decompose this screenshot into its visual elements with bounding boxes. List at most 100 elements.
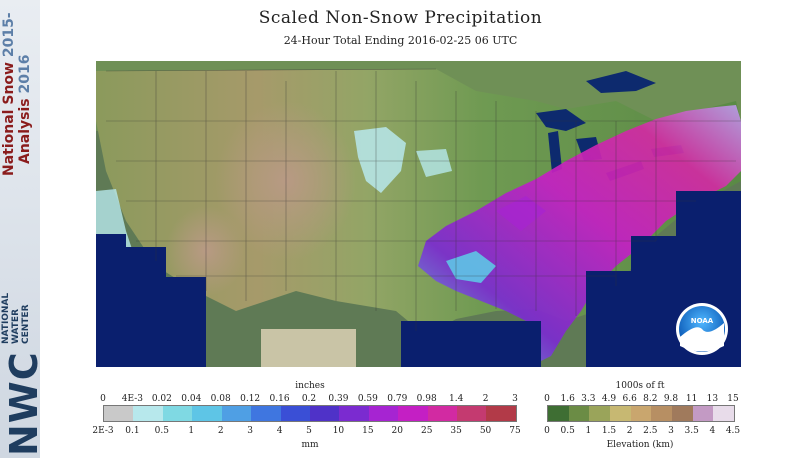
elev-bar-swatch — [568, 406, 590, 421]
elev-ticks-top-label: 0 — [544, 394, 550, 404]
map-subtitle: 24-Hour Total Ending 2016-02-25 06 UTC — [283, 34, 518, 47]
branding-strip: National Snow 2015- Analysis 2016 NWC NA… — [0, 0, 40, 458]
precip-bar-swatch — [339, 406, 369, 421]
nsa-word2: Analysis — [17, 98, 33, 164]
precip-bar-swatch — [457, 406, 487, 421]
precip-ticks-top-label: 3 — [512, 394, 518, 404]
precip-ticks-bottom-label: 5 — [306, 426, 312, 436]
pacific-ocean-block-3 — [166, 277, 206, 367]
elev-unit-km: Elevation (km) — [606, 440, 674, 450]
precip-ticks-top-label: 4E-3 — [121, 394, 144, 404]
precip-bar-swatch — [251, 406, 281, 421]
elev-bar-swatch — [609, 406, 631, 421]
precip-unit-inches: inches — [295, 381, 325, 391]
precip-bar-swatch — [486, 406, 516, 421]
lake-superior — [536, 109, 586, 131]
precip-ticks-top-label: 0 — [100, 394, 106, 404]
precip-ticks-bottom-label: 25 — [420, 426, 433, 436]
precip-ticks-bottom-label: 0.5 — [154, 426, 170, 436]
precip-plains-light — [354, 127, 406, 193]
precip-ticks-bottom-label: 2E-3 — [92, 426, 114, 436]
nwc-logo-words: NATIONAL WATER CENTER — [1, 293, 31, 344]
precip-midwest-light — [416, 149, 452, 177]
elev-ticks-top-label: 3.3 — [581, 394, 596, 404]
elev-bar-swatch — [589, 406, 610, 421]
precip-ticks-bottom-label: 50 — [479, 426, 492, 436]
precip-heavy-core — [496, 196, 546, 231]
precip-unit-mm: mm — [301, 440, 319, 450]
precip-gulf-cyan — [446, 251, 496, 283]
precip-ticks-bottom-label: 35 — [450, 426, 462, 436]
elev-bar-swatch — [692, 406, 714, 421]
pacific-ocean-block — [96, 234, 126, 367]
gulf-of-mexico-block — [401, 321, 541, 367]
elev-ticks-bottom-label: 1 — [585, 426, 592, 436]
precip-ticks-top-label: 0.04 — [181, 394, 202, 404]
precip-bar-swatch — [398, 406, 428, 421]
nwc-word-water: WATER — [11, 308, 21, 344]
elev-bar-swatch — [630, 406, 652, 421]
precip-bar-swatch — [309, 406, 340, 421]
elev-ticks-top-label: 13 — [706, 394, 719, 404]
state-boundaries — [105, 68, 741, 331]
nwc-logo-acronym: NWC — [2, 351, 40, 456]
elev-ticks-bottom-label: 4 — [709, 426, 716, 436]
precip-bar-swatch — [427, 406, 458, 421]
elev-ticks-bottom-label: 2 — [626, 426, 633, 436]
elev-ticks-bottom-label: 1.5 — [601, 426, 617, 436]
precip-main-band — [418, 105, 741, 361]
precip-ticks-top-label: 0.59 — [357, 394, 378, 404]
map-svg: NOAA — [96, 61, 741, 367]
precip-bar-swatch — [280, 406, 310, 421]
atlantic-ocean-block-2 — [631, 236, 741, 272]
elevation-color-bar — [547, 405, 735, 422]
elev-bar-swatch — [651, 406, 672, 421]
elev-unit-ft: 1000s of ft — [615, 381, 665, 391]
nwc-word-national: NATIONAL — [1, 292, 11, 344]
noaa-logo-text: NOAA — [691, 317, 714, 325]
elev-ticks-top-label: 11 — [685, 394, 698, 404]
elev-ticks-bottom-label: 4.5 — [725, 426, 741, 436]
precip-ticks-bottom-label: 15 — [362, 426, 374, 436]
precip-ticks-bottom-label: 2 — [217, 426, 224, 436]
precip-ticks-bottom-label: 20 — [391, 426, 404, 436]
precip-ticks-top-label: 0.08 — [210, 394, 231, 404]
precip-ticks-bottom-label: 1 — [188, 426, 195, 436]
elev-ticks-bottom-label: 3 — [668, 426, 674, 436]
nsa-year2: 2016 — [17, 54, 33, 94]
lake-michigan — [548, 131, 562, 173]
precip-bar-swatch — [104, 406, 134, 421]
elev-ticks-bottom-label: 0.5 — [560, 426, 575, 436]
elev-ticks-top-label: 4.9 — [601, 394, 617, 404]
precip-ticks-top-label: 2 — [482, 394, 489, 404]
noaa-logo: NOAA — [676, 303, 728, 355]
national-snow-analysis-line2: Analysis 2016 — [17, 55, 33, 164]
precip-ticks-top-label: 0.79 — [387, 394, 408, 404]
precip-ticks-bottom-label: 75 — [509, 426, 521, 436]
precip-ticks-top-label: 0.98 — [416, 394, 437, 404]
elev-ticks-bottom-label: 3.5 — [684, 426, 699, 436]
precip-ticks-bottom-label: 0.1 — [125, 426, 140, 436]
precip-ticks-top-label: 0.16 — [269, 394, 290, 404]
precip-ticks-top-label: 0.12 — [240, 394, 261, 404]
precip-ticks-top-label: 1.4 — [448, 394, 464, 404]
precip-bar-swatch — [192, 406, 222, 421]
precip-ticks-top-label: 0.39 — [328, 394, 349, 404]
precip-bar-swatch — [133, 406, 163, 421]
nsa-word1: National Snow — [1, 62, 17, 176]
elev-ticks-top-label: 8.2 — [643, 394, 658, 404]
precipitation-map: NOAA — [96, 61, 741, 367]
precip-ticks-top-label: 0.2 — [301, 394, 317, 404]
pacific-ocean-block-2 — [126, 247, 166, 367]
map-title: Scaled Non-Snow Precipitation — [258, 8, 543, 28]
elev-bar-swatch — [671, 406, 693, 421]
precip-bar-swatch — [221, 406, 252, 421]
precip-ticks-top-label: 0.02 — [151, 394, 172, 404]
precip-color-bar — [103, 405, 517, 422]
elev-ticks-bottom-label: 0 — [544, 426, 550, 436]
elev-bar-swatch — [713, 406, 734, 421]
atlantic-ocean-block-3 — [676, 191, 741, 237]
elev-ticks-top-label: 9.8 — [663, 394, 679, 404]
mexico-nodata-block — [261, 329, 356, 367]
elev-bar-swatch — [548, 406, 569, 421]
